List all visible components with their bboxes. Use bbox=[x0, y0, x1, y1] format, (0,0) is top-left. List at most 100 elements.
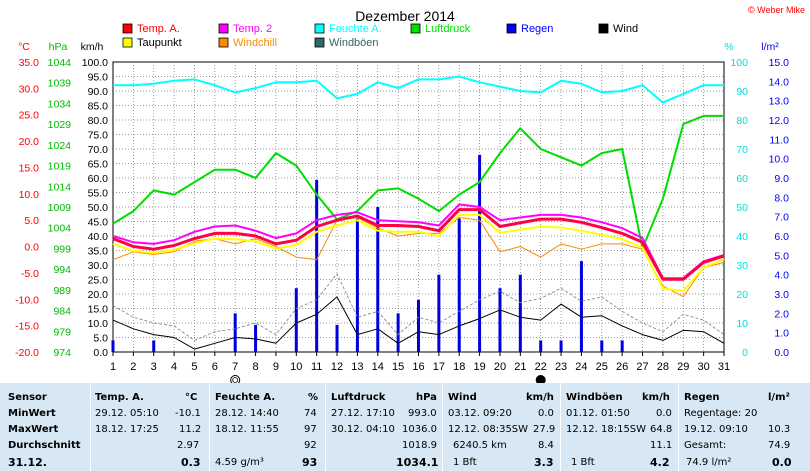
pressure-tick-label: 1004 bbox=[48, 223, 72, 235]
wind-tick-label: 5.0 bbox=[93, 333, 108, 345]
x-tick-label: 14 bbox=[372, 361, 384, 373]
max-boeen-val: 64.8 bbox=[650, 424, 673, 435]
rain-tick-label: 3.0 bbox=[774, 289, 789, 301]
x-tick-label: 18 bbox=[453, 361, 465, 373]
x-tick-label: 10 bbox=[290, 361, 302, 373]
legend-label: Taupunkt bbox=[137, 37, 182, 49]
rain-bar bbox=[559, 340, 563, 352]
rain-bar bbox=[417, 299, 420, 352]
x-tick-label: 17 bbox=[433, 361, 445, 373]
x-tick-label: 23 bbox=[555, 361, 567, 373]
feuchte-line bbox=[113, 75, 724, 104]
humidity-tick-label: 30 bbox=[736, 260, 748, 272]
min-boeen-time: 01.12. 01:50 bbox=[566, 408, 630, 419]
wind-tick-label: 65.0 bbox=[88, 159, 109, 171]
min-luft-time: 27.12. 17:10 bbox=[331, 408, 395, 419]
pressure-tick-label: 1024 bbox=[48, 140, 72, 152]
header-luftdruck: Luftdruck bbox=[331, 392, 386, 403]
rain-bar bbox=[233, 313, 237, 352]
x-tick-label: 1 bbox=[110, 361, 116, 373]
min-feuchte-time: 28.12. 14:40 bbox=[215, 408, 279, 419]
wind-tick-label: 10.0 bbox=[88, 318, 109, 330]
pressure-tick-label: 1029 bbox=[48, 119, 72, 131]
temp-tick-label: 5.0 bbox=[24, 215, 39, 227]
x-tick-label: 8 bbox=[253, 361, 259, 373]
rain-bar bbox=[539, 340, 543, 352]
x-tick-label: 29 bbox=[677, 361, 689, 373]
max-luft-val: 1036.0 bbox=[402, 424, 437, 435]
statistics-table: Sensor Temp. A. °C Feuchte A. % Luftdruc… bbox=[0, 383, 810, 471]
header-regen: Regen bbox=[684, 392, 720, 403]
wind-tick-label: 95.0 bbox=[88, 72, 109, 84]
cur-feuchte-abs: 4.59 g/m³ bbox=[215, 457, 264, 468]
header-boeen: Windböen bbox=[566, 392, 623, 403]
wind-tick-label: 100.0 bbox=[82, 57, 108, 69]
x-tick-label: 6 bbox=[212, 361, 218, 373]
avg-wind-distance: 6240.5 km bbox=[453, 440, 507, 451]
temp-tick-label: -5.0 bbox=[21, 268, 39, 280]
pressure-tick-label: 1014 bbox=[48, 181, 72, 193]
wind-tick-label: 85.0 bbox=[88, 101, 109, 113]
x-tick-label: 5 bbox=[191, 361, 197, 373]
humidity-tick-label: 80 bbox=[736, 115, 748, 127]
wind-tick-label: 90.0 bbox=[88, 86, 109, 98]
header-wind: Wind bbox=[448, 392, 477, 403]
header-wind-unit: km/h bbox=[526, 392, 554, 403]
rain-bar bbox=[437, 274, 441, 352]
x-tick-label: 19 bbox=[473, 361, 485, 373]
max-luft-time: 30.12. 04:10 bbox=[331, 424, 395, 435]
temp2-line bbox=[112, 203, 725, 280]
temp-tick-label: -10.0 bbox=[15, 294, 39, 306]
header-regen-unit: l/m² bbox=[768, 392, 790, 403]
rain-tick-label: 15.0 bbox=[769, 57, 790, 69]
min-temp-val: -10.1 bbox=[175, 408, 201, 419]
wind-tick-label: 75.0 bbox=[88, 130, 109, 142]
x-tick-label: 22 bbox=[535, 361, 547, 373]
x-tick-label: 2 bbox=[130, 361, 136, 373]
luftdruck-line bbox=[112, 114, 724, 250]
humidity-tick-label: 70 bbox=[736, 144, 748, 156]
rain-bar bbox=[111, 340, 115, 352]
row-avg-label: Durchschnitt bbox=[8, 440, 81, 451]
humidity-tick-label: 40 bbox=[736, 231, 748, 243]
min-wind-time: 03.12. 09:20 bbox=[448, 408, 512, 419]
windboeen-line bbox=[112, 273, 725, 341]
temp-tick-label: 15.0 bbox=[19, 162, 40, 174]
rain-tick-label: 14.0 bbox=[769, 76, 790, 88]
wind-tick-label: 70.0 bbox=[88, 144, 109, 156]
wind-tick-label: 60.0 bbox=[88, 173, 109, 185]
pressure-tick-label: 1019 bbox=[48, 161, 72, 173]
x-tick-label: 7 bbox=[232, 361, 238, 373]
legend-label: Temp. A. bbox=[137, 23, 180, 35]
rain-bar bbox=[478, 154, 482, 352]
rain-tick-label: 12.0 bbox=[769, 115, 790, 127]
legend-label: Temp. 2 bbox=[233, 23, 272, 35]
cur-feuchte-val: 93 bbox=[302, 456, 318, 469]
legend-swatch bbox=[314, 23, 325, 34]
temp-tick-label: 0.0 bbox=[24, 242, 39, 254]
humidity-tick-label: 90 bbox=[736, 86, 748, 98]
avg-temp-val: 2.97 bbox=[177, 440, 200, 451]
avg-regen-label: Gesamt: bbox=[684, 440, 727, 451]
legend-swatch bbox=[122, 23, 133, 34]
legend-swatch bbox=[218, 37, 229, 48]
x-tick-label: 13 bbox=[351, 361, 363, 373]
max-temp-val: 11.2 bbox=[179, 424, 202, 435]
rain-bar bbox=[152, 340, 156, 352]
min-temp-time: 29.12. 05:10 bbox=[95, 408, 159, 419]
full-moon-icon bbox=[535, 375, 546, 383]
wind-tick-label: 20.0 bbox=[88, 289, 109, 301]
temp-unit-label: °C bbox=[18, 41, 30, 53]
header-temp: Temp. A. bbox=[95, 392, 144, 403]
min-regen-label: Regentage: 20 bbox=[684, 408, 758, 419]
x-tick-label: 30 bbox=[698, 361, 710, 373]
rain-bar bbox=[457, 218, 461, 352]
min-boeen-val: 0.0 bbox=[656, 408, 672, 419]
humidity-tick-label: 100 bbox=[730, 57, 748, 69]
pressure-tick-label: 999 bbox=[53, 243, 71, 255]
temp-a-line bbox=[112, 208, 725, 281]
temp-tick-label: 35.0 bbox=[19, 57, 40, 69]
rain-tick-label: 4.0 bbox=[774, 270, 789, 282]
x-tick-label: 15 bbox=[392, 361, 404, 373]
